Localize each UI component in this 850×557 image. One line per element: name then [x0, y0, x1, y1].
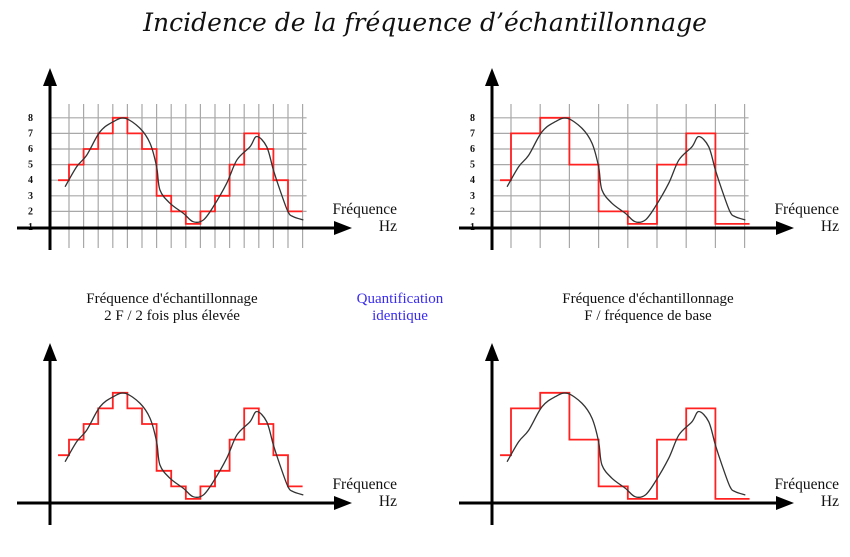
caption-right-line1: Fréquence d'échantillonnage	[562, 291, 734, 307]
y-tick-label: 8	[470, 113, 475, 124]
y-tick-label: 6	[28, 144, 33, 155]
caption-center-line2: identique	[372, 308, 428, 324]
y-tick-label: 3	[28, 191, 33, 202]
analog-signal-curve	[64, 392, 304, 498]
sampled-signal-steps	[500, 116, 750, 225]
x-axis-label-frequence: Fréquence	[774, 201, 839, 218]
chart-panel-top-left: 12345678FréquenceHz	[17, 68, 397, 250]
caption-center-line1: Quantification	[357, 291, 444, 307]
y-tick-label: 6	[470, 144, 475, 155]
x-axis-label-frequence: Fréquence	[332, 476, 397, 493]
x-axis-arrow-icon	[776, 221, 794, 235]
y-axis-arrow-icon	[43, 68, 57, 86]
analog-signal-curve	[64, 117, 304, 223]
y-tick-label: 5	[470, 160, 475, 171]
y-axis-arrow-icon	[485, 343, 499, 361]
sampled-signal-steps	[58, 391, 303, 500]
y-axis-arrow-icon	[485, 68, 499, 86]
x-axis-label-hz: Hz	[821, 493, 839, 510]
chart-panel-top-right: 12345678FréquenceHz	[459, 68, 839, 250]
x-axis-label-hz: Hz	[379, 493, 397, 510]
x-axis-arrow-icon	[334, 496, 352, 510]
y-tick-label: 3	[470, 191, 475, 202]
x-axis-label-frequence: Fréquence	[774, 476, 839, 493]
y-tick-label: 2	[28, 206, 33, 217]
analog-signal-curve	[506, 392, 746, 498]
x-axis-label-hz: Hz	[379, 218, 397, 235]
y-tick-label: 2	[470, 206, 475, 217]
y-tick-label: 7	[470, 128, 475, 139]
sampled-signal-steps	[500, 391, 750, 500]
y-tick-label: 4	[470, 175, 475, 186]
x-axis-label-hz: Hz	[821, 218, 839, 235]
y-tick-label: 7	[28, 128, 33, 139]
caption-left-line2: 2 F / 2 fois plus élevée	[104, 308, 240, 324]
x-axis-label-frequence: Fréquence	[332, 201, 397, 218]
y-axis-arrow-icon	[43, 343, 57, 361]
analog-signal-curve	[506, 117, 746, 223]
diagram-title: Incidence de la fréquence d’échantillonn…	[142, 8, 707, 37]
sampled-signal-steps	[58, 116, 303, 225]
caption-right-line2: F / fréquence de base	[584, 308, 712, 324]
caption-left-line1: Fréquence d'échantillonnage	[86, 291, 258, 307]
y-tick-label: 4	[28, 175, 33, 186]
y-tick-label: 5	[28, 160, 33, 171]
x-axis-arrow-icon	[776, 496, 794, 510]
y-tick-label: 8	[28, 113, 33, 124]
x-axis-arrow-icon	[334, 221, 352, 235]
